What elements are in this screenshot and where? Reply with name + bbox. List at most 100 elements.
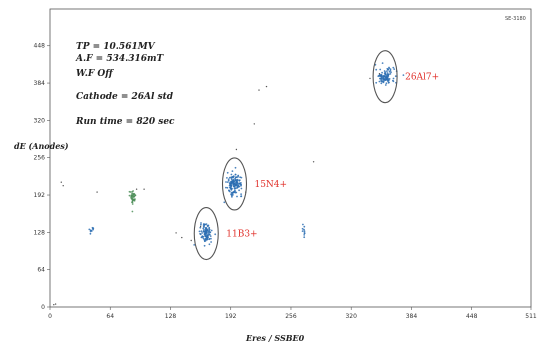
data-point [303, 230, 306, 233]
data-point [389, 68, 392, 71]
data-point [210, 237, 212, 240]
data-point [89, 229, 92, 232]
data-point [207, 225, 209, 228]
data-point [386, 70, 388, 72]
data-point [232, 191, 235, 194]
data-point [233, 187, 236, 190]
data-point [231, 194, 233, 197]
info-line: Cathode = 26Al std [76, 92, 174, 102]
x-tick-label: 0 [48, 313, 52, 320]
data-point [226, 181, 229, 184]
data-point [204, 235, 207, 238]
y-tick-label: 128 [34, 229, 46, 236]
data-point [205, 238, 207, 241]
data-point [303, 228, 305, 231]
data-point [235, 191, 238, 194]
data-point [236, 186, 239, 189]
data-point [202, 237, 205, 240]
data-point [380, 75, 382, 77]
data-point [193, 244, 196, 246]
info-line: Run time = 820 sec [75, 117, 175, 127]
x-tick-label: 64 [106, 313, 114, 320]
stray-point [135, 188, 138, 190]
stray-point [96, 191, 98, 193]
data-points [53, 62, 405, 306]
data-point [214, 233, 217, 236]
data-point [234, 190, 237, 193]
y-tick-label: 384 [34, 80, 46, 87]
data-point [380, 82, 383, 85]
data-point [202, 229, 205, 232]
x-tick-label: 320 [345, 313, 357, 320]
data-point [240, 195, 243, 198]
x-axis-ticks: 0 64 128 192 256 320 384 448 511 [48, 307, 537, 320]
data-point [302, 223, 304, 226]
data-point [200, 230, 203, 233]
data-point [227, 179, 230, 182]
data-point [131, 196, 134, 199]
data-point [202, 227, 205, 230]
stray-point [53, 304, 55, 306]
data-point [379, 68, 382, 71]
data-point [203, 244, 206, 247]
data-point [209, 235, 212, 238]
data-point [131, 200, 134, 203]
peak-markers: 26Al7+ 15N4+ 11B3+ [193, 50, 439, 261]
data-point [88, 228, 91, 231]
data-point [209, 231, 212, 234]
data-point [235, 176, 238, 179]
y-axis-title: dE (Anodes) [14, 141, 69, 151]
x-tick-label: 128 [165, 313, 177, 320]
data-point [402, 74, 405, 76]
data-point [240, 182, 242, 184]
stray-point [143, 188, 145, 190]
data-point [231, 180, 234, 182]
data-point [234, 173, 237, 176]
data-point [227, 178, 230, 181]
data-point [390, 71, 392, 74]
data-point [200, 222, 202, 224]
stray-point [190, 239, 192, 242]
data-point [205, 227, 208, 230]
data-point [226, 171, 229, 174]
data-point [394, 75, 397, 78]
data-point [228, 176, 231, 179]
data-point [240, 193, 243, 196]
data-point [128, 194, 131, 197]
stray-point [62, 185, 64, 187]
x-tick-label: 448 [466, 313, 478, 320]
x-tick-label: 511 [525, 313, 537, 320]
data-point [205, 236, 208, 239]
data-point [382, 81, 385, 84]
data-point [230, 188, 232, 190]
stray-point [175, 232, 177, 234]
data-point [385, 82, 388, 85]
data-point [230, 173, 233, 176]
data-point [234, 166, 237, 169]
stray-point [253, 123, 255, 125]
data-point [201, 236, 203, 239]
y-tick-label: 0 [41, 304, 45, 311]
y-tick-label: 192 [34, 192, 46, 199]
x-tick-label: 384 [406, 313, 418, 320]
data-point [89, 232, 92, 235]
data-point [202, 230, 205, 233]
peak-ellipse [221, 157, 248, 211]
peak-label: 11B3+ [226, 230, 257, 240]
data-point [393, 68, 396, 70]
data-point [303, 236, 306, 239]
data-point [384, 84, 387, 86]
data-point [205, 232, 208, 235]
data-point [208, 238, 211, 241]
stray-point [312, 161, 315, 163]
stray-point [60, 181, 62, 183]
data-point [380, 80, 383, 83]
data-point [392, 80, 395, 83]
data-point [303, 234, 306, 236]
data-point [392, 77, 395, 80]
data-point [134, 194, 137, 197]
data-point [208, 233, 211, 236]
data-point [205, 223, 208, 226]
data-point [198, 230, 201, 233]
data-point [206, 229, 209, 232]
